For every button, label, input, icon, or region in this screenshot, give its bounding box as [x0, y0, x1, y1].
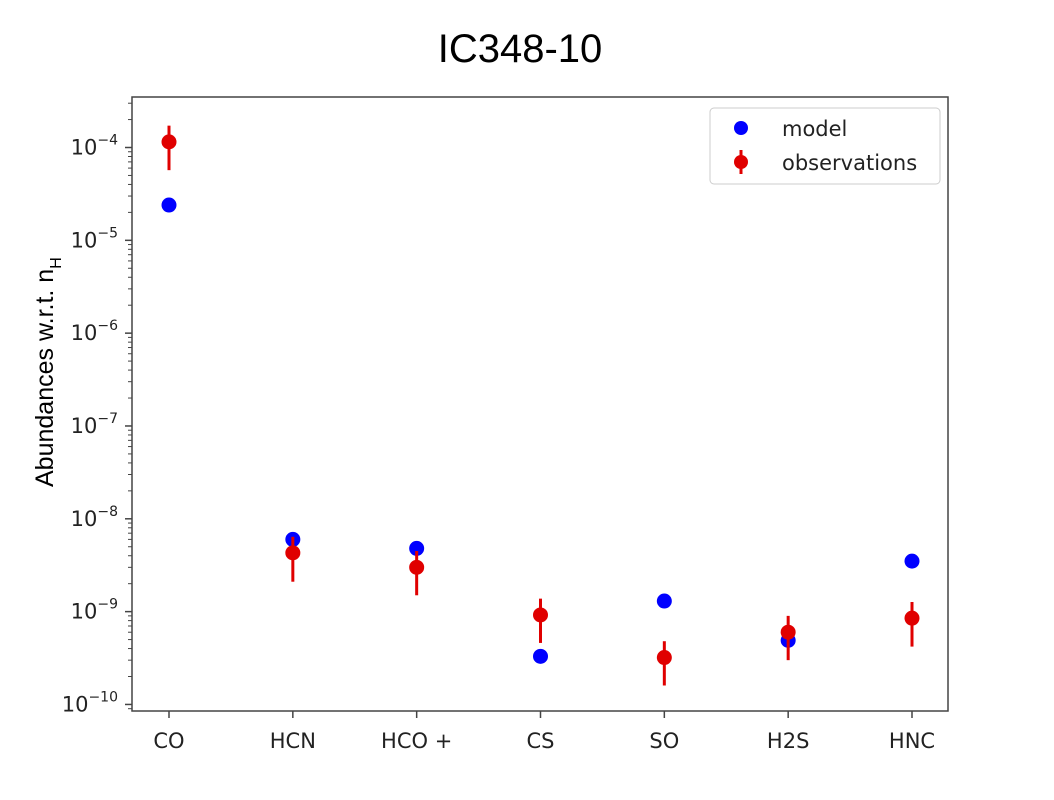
observation-point	[285, 545, 301, 561]
legend-label-observations: observations	[782, 151, 917, 175]
y-tick-label-exponent: −5	[97, 225, 118, 241]
legend: model observations	[709, 107, 941, 185]
y-tick-label: 10−7	[71, 411, 118, 438]
y-tick-label-exponent: −10	[88, 689, 118, 705]
y-tick-label-base: 10	[71, 321, 98, 345]
chart-title: IC348-10	[438, 27, 603, 71]
y-tick-label: 10−6	[71, 318, 118, 345]
y-tick-label-exponent: −7	[97, 411, 118, 427]
model-point	[904, 553, 920, 569]
observation-point	[533, 607, 548, 623]
y-tick-label-exponent: −8	[97, 504, 118, 520]
y-tick-label-base: 10	[62, 692, 89, 716]
observation-point	[656, 650, 672, 666]
plot-area	[161, 125, 920, 686]
x-tick-label: CS	[527, 729, 555, 753]
y-tick-label: 10−10	[62, 689, 118, 716]
y-tick-label: 10−4	[71, 133, 118, 160]
observation-point	[780, 624, 796, 640]
observation-point	[904, 610, 920, 626]
legend-marker-model	[734, 121, 748, 135]
legend-marker-observations	[734, 155, 748, 169]
observation-point	[161, 134, 177, 150]
model-point	[161, 197, 177, 213]
y-tick-label-base: 10	[71, 136, 98, 160]
x-axis: CO HCN HCO + CS SO H2S HNC	[153, 711, 935, 753]
legend-box	[709, 107, 941, 185]
y-axis: 10−410−510−610−710−810−910−10	[62, 102, 132, 716]
observation-point	[409, 559, 425, 575]
y-tick-label: 10−5	[71, 225, 118, 252]
y-axis-label-subscript: H	[48, 257, 65, 269]
model-point	[533, 648, 548, 664]
y-tick-label-base: 10	[71, 414, 98, 438]
x-tick-label: CO	[153, 729, 184, 753]
y-axis-label-main: Abundances w.r.t. n	[31, 269, 59, 487]
y-axis-label: Abundances w.r.t. nH	[31, 257, 65, 487]
y-tick-label-exponent: −9	[97, 597, 118, 613]
x-tick-label: H2S	[767, 729, 809, 753]
y-tick-label-base: 10	[71, 507, 98, 531]
y-tick-label-base: 10	[71, 600, 98, 624]
y-tick-label: 10−9	[71, 597, 118, 624]
x-tick-label: HNC	[889, 729, 935, 753]
x-tick-label: SO	[649, 729, 679, 753]
x-tick-label: HCN	[270, 729, 316, 753]
y-tick-label: 10−8	[71, 504, 118, 531]
y-tick-label-exponent: −4	[97, 133, 118, 149]
model-point	[409, 540, 425, 556]
legend-label-model: model	[782, 117, 847, 141]
model-point	[656, 593, 672, 609]
y-tick-label-base: 10	[71, 228, 98, 252]
x-tick-label: HCO +	[381, 729, 452, 753]
y-tick-label-exponent: −6	[97, 318, 118, 334]
